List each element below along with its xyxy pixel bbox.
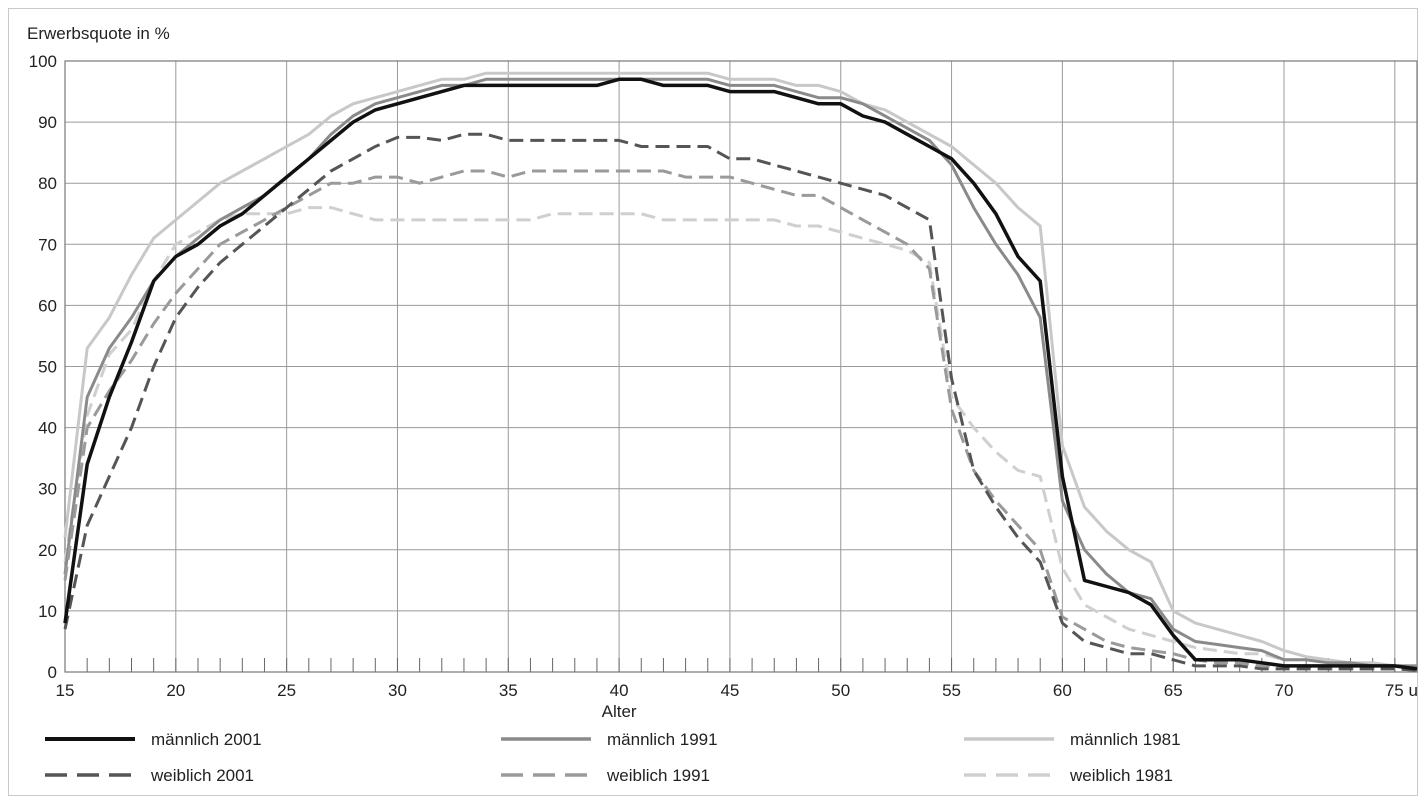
x-tick-labels: 15 20 25 30 35 40 45 50 55 60 65 70 75 u. m. xyxy=(56,681,1419,700)
legend-label: männlich 1991 xyxy=(607,730,718,749)
y-tick-label: 20 xyxy=(38,541,57,560)
y-tick-label: 100 xyxy=(29,52,57,71)
x-tick-label: 70 xyxy=(1275,681,1294,700)
legend-label: männlich 1981 xyxy=(1070,730,1181,749)
y-tick-label: 90 xyxy=(38,113,57,132)
grid xyxy=(64,60,1417,673)
x-tick-label: 20 xyxy=(166,681,185,700)
y-tick-label: 0 xyxy=(48,663,57,682)
y-tick-label: 60 xyxy=(38,296,57,315)
y-tick-label: 30 xyxy=(38,480,57,499)
line-chart: Erwerbsquote in % 0 10 20 30 40 50 60 70 80 90 100… xyxy=(27,24,1419,785)
y-axis-label: Erwerbsquote in % xyxy=(27,24,170,43)
x-tick-label: 50 xyxy=(831,681,850,700)
y-tick-label: 50 xyxy=(38,358,57,377)
x-tick-label: 65 xyxy=(1164,681,1183,700)
y-tick-label: 70 xyxy=(38,235,57,254)
x-tick-label: 35 xyxy=(499,681,518,700)
x-tick-label: 75 u. m. xyxy=(1385,681,1419,700)
series-line-weiblich-2001 xyxy=(63,132,1418,672)
x-tick-label: 60 xyxy=(1053,681,1072,700)
y-tick-labels: 0 10 20 30 40 50 60 70 80 90 100 xyxy=(29,52,57,682)
y-tick-label: 40 xyxy=(38,419,57,438)
y-tick-label: 10 xyxy=(38,602,57,621)
series-line-weiblich-1991 xyxy=(63,169,1418,672)
x-tick-label: 45 xyxy=(720,681,739,700)
legend-label: weiblich 2001 xyxy=(150,766,254,785)
series-lines xyxy=(63,71,1418,672)
series-line-weiblich-1981 xyxy=(63,206,1417,668)
legend-label: weiblich 1991 xyxy=(606,766,710,785)
y-tick-label: 80 xyxy=(38,174,57,193)
x-tick-label: 30 xyxy=(388,681,407,700)
x-tick-label: 40 xyxy=(610,681,629,700)
x-tick-label: 55 xyxy=(942,681,961,700)
chart-frame: Erwerbsquote in % 0 10 20 30 40 50 60 70 80 90 100… xyxy=(8,8,1419,796)
plot-area-border xyxy=(64,60,1418,673)
series-line-männlich-1991 xyxy=(63,77,1417,668)
legend-label: männlich 2001 xyxy=(151,730,262,749)
x-axis-label: Alter xyxy=(602,702,637,721)
x-tick-label: 25 xyxy=(277,681,296,700)
series-line-männlich-2001 xyxy=(63,77,1418,671)
legend-label: weiblich 1981 xyxy=(1069,766,1173,785)
x-tick-label: 15 xyxy=(56,681,75,700)
legend: männlich 2001 männlich 1991 männlich 1981 w… xyxy=(45,730,1181,785)
series-line-männlich-1981 xyxy=(63,71,1417,668)
